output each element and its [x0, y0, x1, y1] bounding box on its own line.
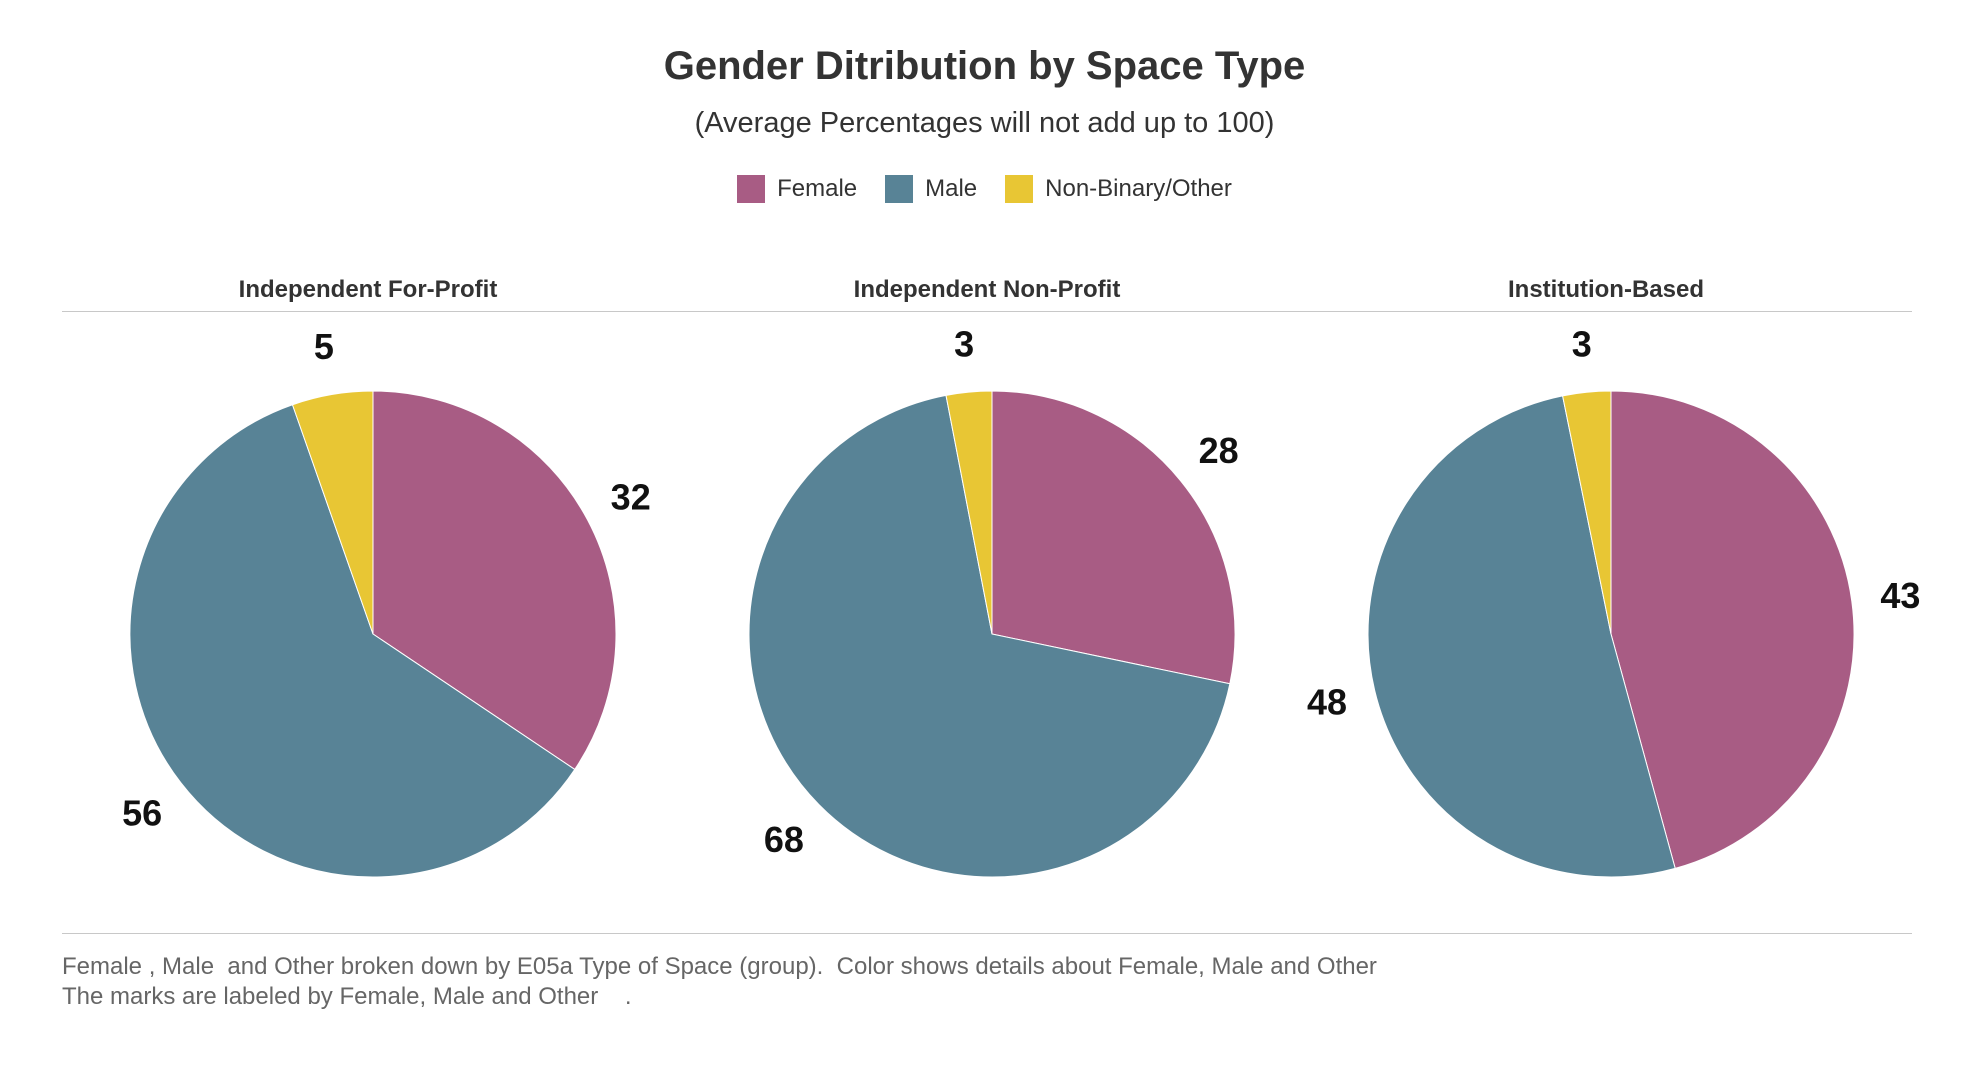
- legend-swatch-male: [885, 175, 914, 203]
- data-label-independent-for-profit-male: 56: [122, 793, 162, 834]
- pie-slice-independent-for-profit-male[interactable]: [129, 404, 576, 878]
- legend-label-male: Male: [925, 175, 978, 202]
- pie-slice-independent-for-profit-non-binary-other[interactable]: [291, 390, 374, 635]
- data-label-institution-based-male: 48: [1307, 682, 1347, 723]
- chart-subtitle: (Average Percentages will not add up to …: [694, 107, 1275, 139]
- legend-item-female[interactable]: Female: [737, 175, 857, 203]
- legend-swatch-female: [737, 175, 766, 203]
- data-label-independent-non-profit-female: 28: [1199, 430, 1239, 471]
- footnote-line-2: The marks are labeled by Female, Male an…: [62, 983, 632, 1010]
- pie-slice-independent-non-profit-male[interactable]: [748, 394, 1231, 878]
- legend-item-other[interactable]: Non-Binary/Other: [1005, 175, 1232, 203]
- data-label-independent-non-profit-male: 68: [764, 819, 804, 860]
- pie-slice-institution-based-non-binary-other[interactable]: [1562, 390, 1612, 635]
- pie-slice-institution-based-male[interactable]: [1367, 395, 1676, 878]
- data-label-institution-based-non-binary-other: 3: [1572, 324, 1592, 365]
- legend-swatch-other: [1005, 175, 1034, 203]
- pie-slice-institution-based-female[interactable]: [1610, 390, 1855, 869]
- legend-label-female: Female: [777, 175, 858, 202]
- pie-slice-independent-non-profit-non-binary-other[interactable]: [945, 390, 993, 635]
- legend-label-other: Non-Binary/Other: [1045, 175, 1232, 202]
- legend-item-male[interactable]: Male: [885, 175, 977, 203]
- legend: Female Male Non-Binary/Other: [0, 175, 1969, 203]
- pie-slice-independent-non-profit-female[interactable]: [991, 390, 1236, 685]
- panel-title-for-profit: Independent For-Profit: [238, 276, 498, 303]
- footnote-line-1: Female , Male and Other broken down by E…: [62, 953, 1377, 980]
- footer-divider: [62, 933, 1912, 934]
- data-label-institution-based-female: 43: [1880, 575, 1920, 616]
- chart-title: Gender Ditribution by Space Type: [663, 44, 1306, 88]
- data-label-independent-for-profit-female: 32: [611, 477, 651, 518]
- data-label-independent-for-profit-non-binary-other: 5: [314, 326, 334, 367]
- panel-title-non-profit: Independent Non-Profit: [853, 276, 1121, 303]
- data-label-independent-non-profit-non-binary-other: 3: [954, 323, 974, 364]
- pie-slice-independent-for-profit-female[interactable]: [372, 390, 617, 771]
- header-divider: [62, 311, 1912, 312]
- panel-title-institution: Institution-Based: [1508, 276, 1704, 303]
